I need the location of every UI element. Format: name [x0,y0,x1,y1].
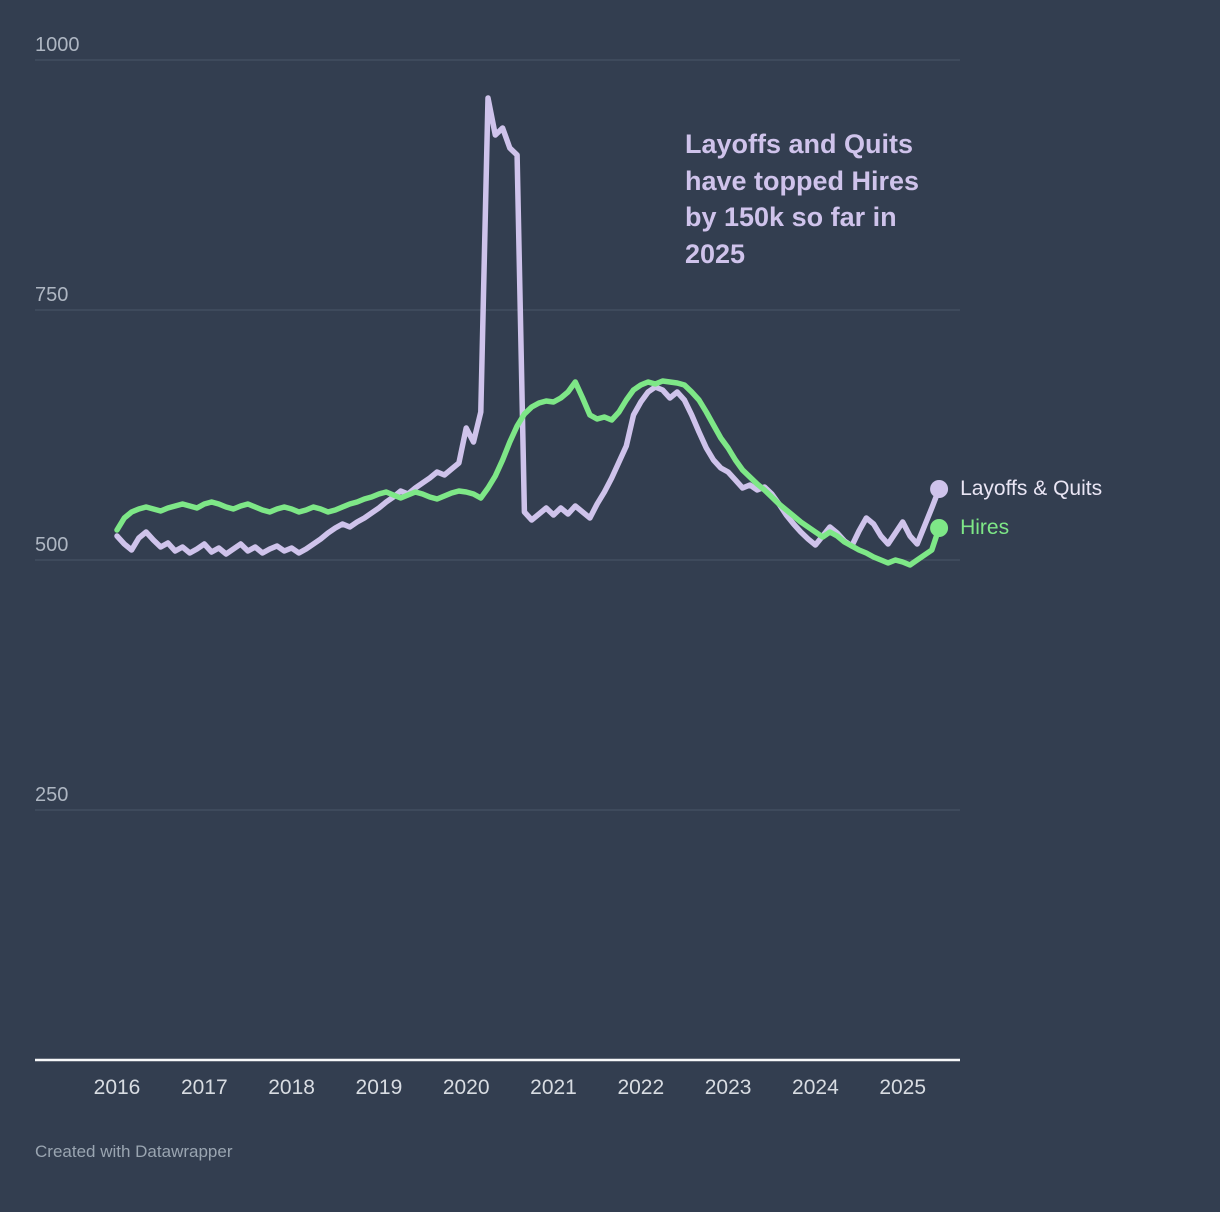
y-tick-label-250: 250 [35,784,68,806]
x-tick-label-2021: 2021 [530,1076,577,1099]
hires-line [114,378,942,568]
annotation-text: Layoffs and Quits have topped Hires by 1… [685,129,920,270]
hires-end-marker [930,519,949,537]
x-tick-label-2025: 2025 [879,1076,926,1099]
datawrapper-attribution-link[interactable]: Created with Datawrapper [35,1142,233,1161]
x-tick-label-2022: 2022 [617,1076,664,1099]
x-tick-label-2016: 2016 [94,1076,141,1099]
x-tick-label-2023: 2023 [705,1076,752,1099]
legend-label-layoffs-quits: Layoffs & Quits [960,477,1103,500]
layoffs-quits-end-marker [930,480,949,498]
x-tick-label-2018: 2018 [268,1076,315,1099]
x-tick-label-2020: 2020 [443,1076,490,1099]
legend-label-hires: Hires [960,516,1010,539]
x-tick-label-2024: 2024 [792,1076,839,1099]
y-tick-label-750: 750 [35,284,68,306]
y-tick-label-500: 500 [35,534,68,556]
layoffs-quits-line [114,95,942,557]
y-tick-label-1000: 1000 [35,34,80,56]
x-tick-label-2019: 2019 [356,1076,403,1099]
x-tick-label-2017: 2017 [181,1076,228,1099]
